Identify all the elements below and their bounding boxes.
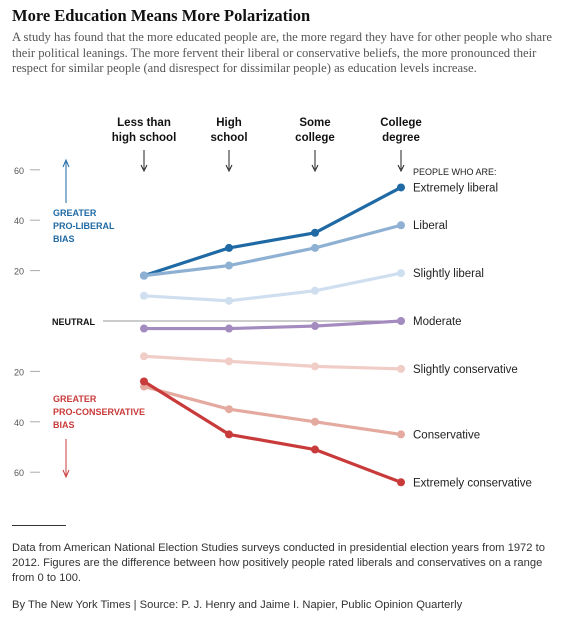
data-point bbox=[140, 324, 148, 333]
series-line-liberal bbox=[142, 223, 403, 278]
series-line-slightly-liberal bbox=[142, 271, 403, 303]
liberal-bias-label: PRO-LIBERAL bbox=[53, 221, 115, 231]
category-label: Less than bbox=[117, 117, 171, 129]
data-point bbox=[225, 430, 233, 439]
liberal-bias-label: BIAS bbox=[53, 234, 75, 244]
data-point bbox=[140, 291, 148, 300]
data-point bbox=[311, 445, 319, 454]
arrow-up-icon bbox=[62, 158, 70, 168]
y-tick-label: 60 bbox=[14, 468, 24, 478]
data-point bbox=[311, 417, 319, 426]
series-label: Slightly conservative bbox=[413, 364, 518, 376]
conservative-bias-label: BIAS bbox=[53, 420, 75, 430]
data-point bbox=[397, 269, 405, 278]
series-label: Liberal bbox=[413, 220, 448, 232]
data-point bbox=[225, 261, 233, 270]
series-label: Extremely conservative bbox=[413, 477, 532, 489]
chevron-down-icon bbox=[225, 164, 233, 173]
series-line-conservative bbox=[142, 384, 403, 436]
arrow-down-icon bbox=[62, 469, 70, 479]
conservative-bias-label: GREATER bbox=[53, 394, 97, 404]
data-point bbox=[397, 221, 405, 230]
chart-title: More Education Means More Polarization bbox=[12, 6, 311, 25]
y-tick-label: 20 bbox=[14, 367, 24, 377]
series-label: Slightly liberal bbox=[413, 268, 484, 280]
series-line-moderate bbox=[142, 319, 403, 331]
data-point bbox=[311, 286, 319, 295]
category-label: school bbox=[210, 132, 247, 144]
data-point bbox=[225, 357, 233, 366]
data-point bbox=[397, 364, 405, 373]
series-line-slightly-conservative bbox=[142, 354, 403, 371]
data-point bbox=[225, 243, 233, 252]
data-point bbox=[311, 362, 319, 371]
y-tick-label: 60 bbox=[14, 166, 24, 176]
data-point bbox=[140, 377, 148, 386]
footnote-rule bbox=[12, 525, 66, 526]
neutral-label: NEUTRAL bbox=[52, 317, 95, 327]
series-lines bbox=[140, 183, 405, 487]
category-label: High bbox=[216, 117, 242, 129]
chevron-down-icon bbox=[140, 164, 148, 173]
chart-subtitle: A study has found that the more educated… bbox=[12, 30, 552, 75]
chevron-down-icon bbox=[397, 164, 405, 173]
data-point bbox=[225, 405, 233, 414]
credit-line: By The New York Times | Source: P. J. He… bbox=[12, 599, 463, 611]
category-labels: Less than high school High school Some colleg… bbox=[112, 117, 422, 173]
chevron-down-icon bbox=[311, 164, 319, 173]
series-label: Extremely liberal bbox=[413, 182, 498, 194]
series-label: Conservative bbox=[413, 429, 480, 441]
series-line-extremely-liberal bbox=[142, 185, 403, 278]
data-point bbox=[311, 228, 319, 237]
data-point bbox=[311, 243, 319, 252]
data-point bbox=[397, 317, 405, 325]
data-point bbox=[225, 324, 233, 333]
category-label: college bbox=[295, 132, 335, 144]
series-line-extremely-conservative bbox=[142, 379, 403, 484]
data-point bbox=[225, 296, 233, 305]
data-point bbox=[397, 183, 405, 192]
data-point bbox=[397, 430, 405, 439]
bias-labels: GREATER PRO-LIBERAL BIAS GREATER PRO-CONSERV… bbox=[53, 158, 145, 479]
y-tick-label: 40 bbox=[14, 216, 24, 226]
y-ticks: 60 40 20 20 40 60 bbox=[14, 166, 40, 478]
category-label: high school bbox=[112, 132, 177, 144]
data-point bbox=[397, 478, 405, 487]
y-tick-label: 20 bbox=[14, 267, 24, 277]
series-labels: PEOPLE WHO ARE: Extremely liberal Liberal S… bbox=[413, 167, 532, 489]
y-tick-label: 40 bbox=[14, 418, 24, 428]
data-point bbox=[311, 322, 319, 331]
liberal-bias-label: GREATER bbox=[53, 208, 97, 218]
data-point bbox=[140, 271, 148, 280]
legend-header: PEOPLE WHO ARE: bbox=[413, 167, 497, 177]
series-label: Moderate bbox=[413, 316, 462, 328]
footnote: Data from American National Election Stu… bbox=[12, 542, 545, 584]
conservative-bias-label: PRO-CONSERVATIVE bbox=[53, 407, 145, 417]
category-label: College bbox=[380, 117, 422, 129]
category-label: degree bbox=[382, 132, 420, 144]
neutral-line-group: NEUTRAL bbox=[52, 317, 405, 327]
line-chart: Less than high school High school Some colleg… bbox=[14, 117, 532, 489]
data-point bbox=[140, 352, 148, 361]
category-label: Some bbox=[299, 117, 330, 129]
